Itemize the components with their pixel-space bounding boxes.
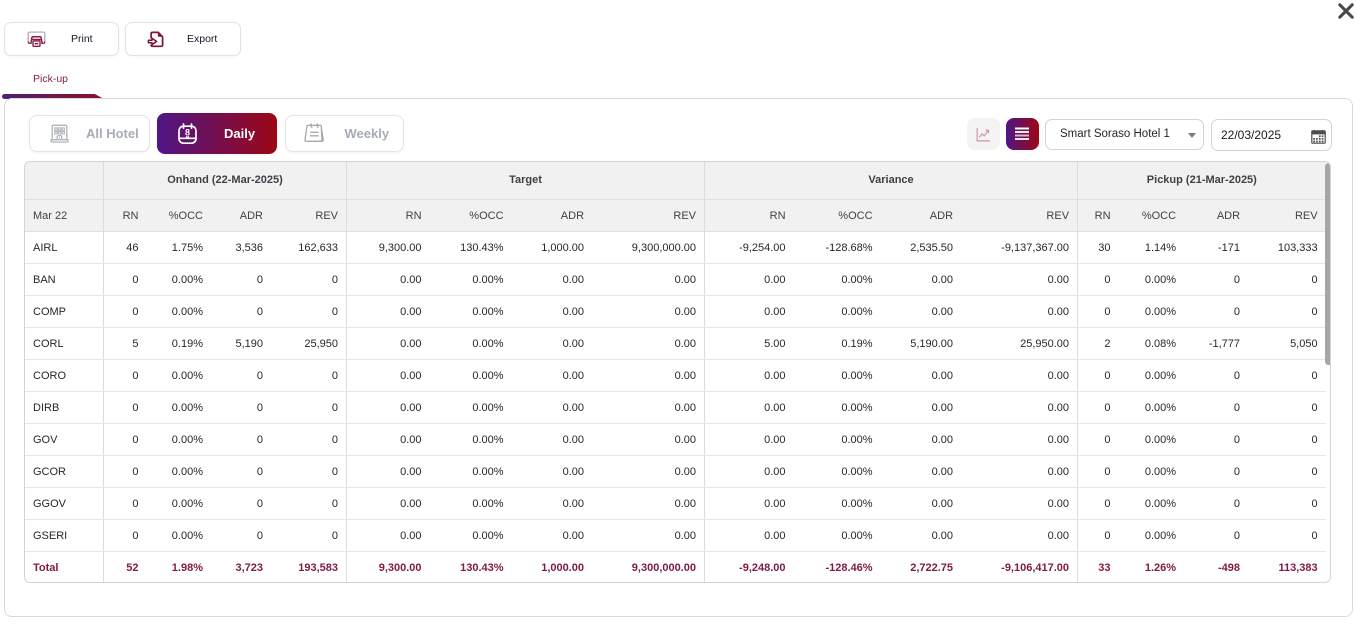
svg-text:8: 8 xyxy=(184,127,189,137)
